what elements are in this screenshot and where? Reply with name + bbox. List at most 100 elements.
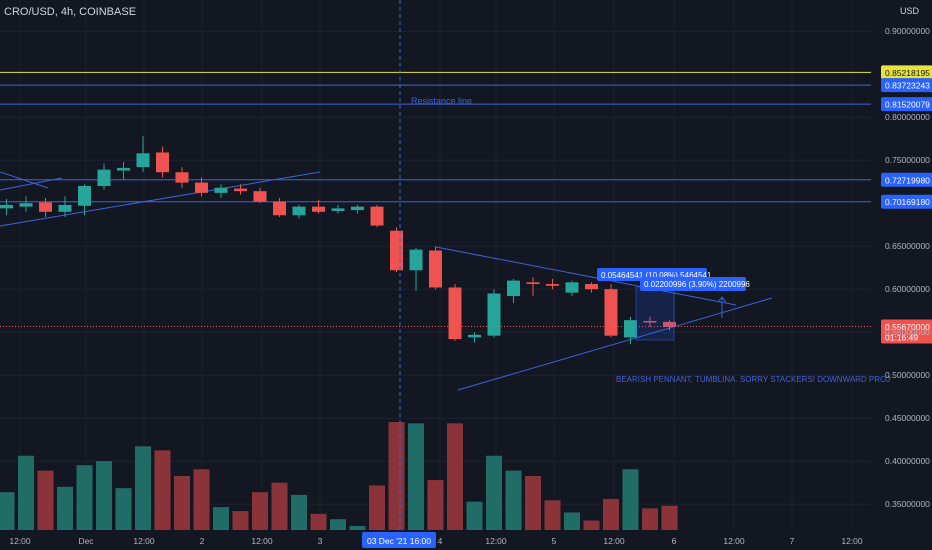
- y-tick-label: 0.75000000: [885, 155, 930, 165]
- candle-body: [409, 249, 423, 271]
- candle-body: [331, 208, 345, 211]
- x-tick-label: 12:00: [251, 536, 273, 546]
- candle-body: [663, 321, 676, 328]
- volume-bar: [76, 465, 93, 530]
- crosshair-time-tag: [362, 532, 436, 548]
- candle-body: [526, 282, 540, 285]
- candle-body: [136, 153, 150, 168]
- time-axis-bg: [0, 530, 932, 550]
- volume-bar: [564, 512, 580, 530]
- volume-bar: [388, 422, 405, 530]
- x-tick-label: Dec: [78, 536, 94, 546]
- volume-bar: [213, 507, 229, 530]
- candle-body: [0, 204, 13, 209]
- volume-bar: [466, 501, 483, 530]
- y-tick-label: 0.60000000: [885, 284, 930, 294]
- candle-body: [234, 188, 247, 192]
- candle-body: [546, 284, 559, 286]
- candle-body: [175, 172, 189, 183]
- candle-body: [273, 201, 286, 216]
- level-tag-text: 0.70169180: [885, 197, 930, 207]
- volume-bar: [603, 498, 619, 530]
- volume-bar: [252, 492, 268, 530]
- volume-bar: [310, 513, 327, 530]
- candle-body: [468, 334, 481, 338]
- candle-body: [97, 169, 111, 186]
- candle-body: [214, 187, 228, 193]
- measure-text-2: 0.02200996 (3.90%) 2200996: [644, 280, 750, 289]
- price-axis[interactable]: 0.90000000 0.80000000 0.75000000 0.65000000…: [885, 26, 930, 509]
- volume-bar: [291, 494, 307, 530]
- volume-bar: [642, 508, 658, 530]
- currency-label: USD: [900, 6, 920, 16]
- candle-body: [624, 320, 637, 338]
- level-tag: [881, 194, 932, 209]
- candle-body: [565, 282, 579, 293]
- volume-bar: [622, 469, 639, 530]
- candle-body: [604, 289, 618, 336]
- volume-bars: [0, 422, 678, 530]
- x-tick-label: 12:00: [485, 536, 507, 546]
- volume-bar: [544, 500, 561, 530]
- candle-body: [39, 202, 52, 212]
- x-tick-label: 4: [438, 536, 443, 546]
- volume-bar: [18, 455, 34, 530]
- x-tick-label: 3: [318, 536, 323, 546]
- volume-bar: [154, 450, 171, 530]
- trend-drawings[interactable]: [0, 171, 773, 391]
- measure-text-1: 0.05464541 (10.08%) 5464541: [601, 271, 712, 280]
- volume-bar: [96, 461, 112, 530]
- resistance-label[interactable]: Resistance line: [411, 96, 472, 106]
- volume-bar: [408, 423, 424, 530]
- candle-body: [487, 293, 501, 336]
- volume-bar: [174, 476, 190, 530]
- level-tag: [881, 172, 932, 187]
- trend-line: [0, 177, 63, 191]
- candle-body: [429, 250, 442, 288]
- candle-body: [643, 321, 657, 323]
- volume-bar: [661, 505, 678, 530]
- volume-bar: [583, 520, 600, 530]
- level-tag-text: 0.85218195: [885, 68, 930, 78]
- x-tick-label: 12:00: [723, 536, 745, 546]
- countdown-text: 01:16:49: [885, 332, 918, 342]
- candle-body: [312, 206, 325, 212]
- candle-body: [292, 206, 306, 216]
- y-tick-label: 0.40000000: [885, 456, 930, 466]
- y-tick-label: 0.50000000: [885, 370, 930, 380]
- volume-bar: [0, 492, 15, 530]
- x-tick-label: 5: [552, 536, 557, 546]
- annotations[interactable]: Resistance line BEARISH PENNANT, TUMBLIN…: [411, 96, 890, 384]
- volume-bar: [525, 476, 541, 530]
- candle-body: [156, 152, 169, 173]
- level-tag-text: 0.81520079: [885, 100, 930, 110]
- candle-body: [507, 280, 520, 297]
- candle-body: [253, 191, 267, 202]
- volume-bar: [193, 469, 210, 530]
- level-tag-text: 0.72719980: [885, 175, 930, 185]
- volume-bar: [486, 455, 502, 530]
- volume-bar: [447, 423, 463, 530]
- candle-body: [351, 206, 364, 211]
- candle-body: [78, 186, 91, 206]
- trend-line: [0, 171, 321, 227]
- volume-bar: [232, 511, 249, 530]
- y-tick-label: 0.90000000: [885, 26, 930, 36]
- x-tick-label: 2: [200, 536, 205, 546]
- x-tick-label: 12:00: [9, 536, 31, 546]
- x-tick-label: 6: [672, 536, 677, 546]
- crosshair-time-text: 03 Dec '21 16:00: [367, 536, 431, 546]
- pennant-label[interactable]: BEARISH PENNANT, TUMBLINA. SORRY STACKER…: [616, 375, 890, 384]
- time-axis[interactable]: 12:00 Dec 12:00 2 12:00 3 4 12:00 5 12:00 6 12:00 7 1…: [0, 530, 932, 550]
- volume-bar: [37, 470, 54, 530]
- current-price-text: 0.55670000: [885, 322, 930, 332]
- candlesticks: [0, 136, 676, 345]
- measure-box: [635, 286, 675, 341]
- candle-body: [585, 284, 598, 290]
- x-tick-label: 12:00: [603, 536, 625, 546]
- volume-bar: [427, 480, 444, 530]
- candle-body: [370, 206, 384, 226]
- level-tag: [881, 65, 932, 80]
